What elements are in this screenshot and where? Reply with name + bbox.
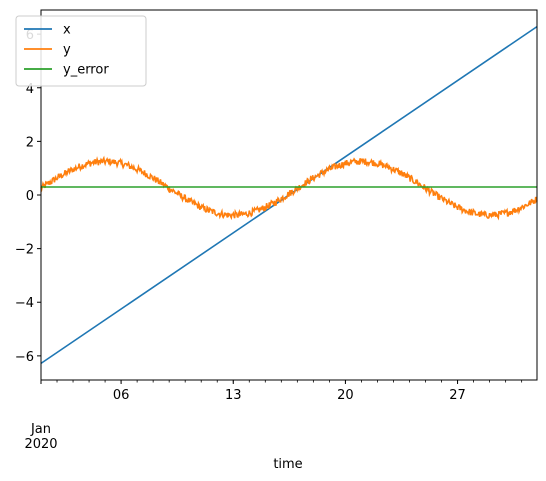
- x-tick-label: 27: [449, 388, 466, 403]
- x-tick-label: 13: [225, 388, 242, 403]
- x-axis-label: time: [273, 457, 302, 472]
- y-tick-label: 4: [26, 82, 34, 97]
- y-tick-label: 0: [26, 189, 34, 204]
- x-axis: Jan 2020 06 13 20 27: [24, 380, 523, 452]
- y-tick-label: −4: [15, 296, 34, 311]
- legend-entry-y: y: [63, 43, 71, 58]
- legend-entry-x: x: [63, 23, 71, 38]
- y-tick-label: −6: [15, 350, 34, 365]
- x-start-label-month: Jan: [30, 422, 51, 437]
- y-tick-label: −2: [15, 243, 34, 258]
- y-tick-label: 2: [26, 135, 34, 150]
- x-start-label-year: 2020: [24, 437, 57, 452]
- x-tick-label: 20: [337, 388, 354, 403]
- legend: xy y_error: [15, 15, 147, 87]
- legend-entry-y_error: y_error: [63, 63, 109, 78]
- series-line-y: [40, 155, 538, 221]
- x-tick-label: 06: [113, 388, 130, 403]
